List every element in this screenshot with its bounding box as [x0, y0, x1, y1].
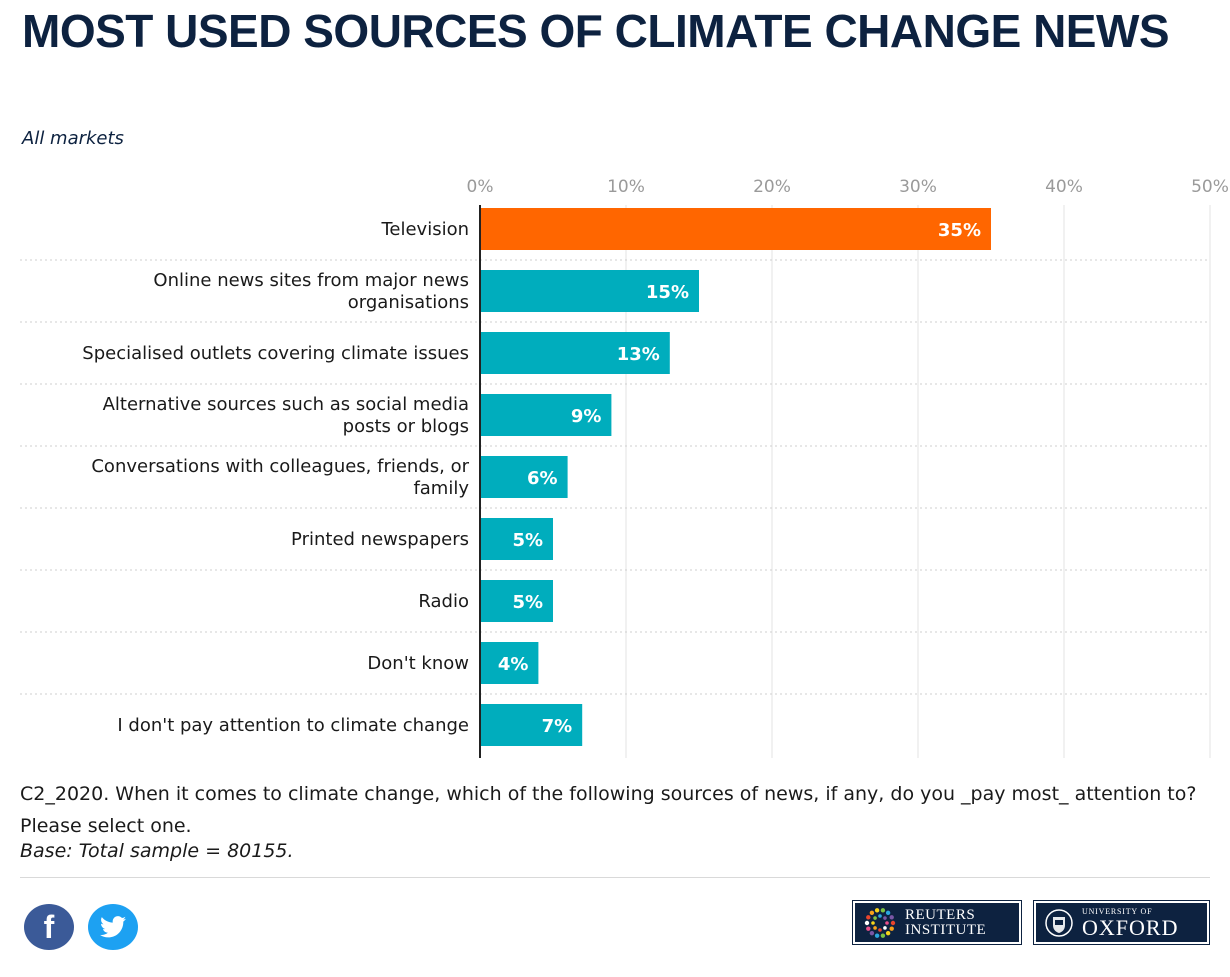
twitter-icon [100, 916, 126, 938]
reuters-logo-dot [890, 920, 896, 925]
reuters-logo-dot [871, 920, 875, 925]
x-tick-label: 0% [467, 177, 494, 197]
category-label: posts or blogs [343, 416, 469, 437]
reuters-logo-dot [869, 930, 875, 935]
bar [480, 642, 539, 684]
bar [480, 456, 568, 498]
category-label: organisations [348, 292, 469, 313]
reuters-logo-dot [889, 914, 894, 920]
reuters-logo-dot [878, 927, 882, 932]
facebook-icon: f [43, 908, 55, 945]
bar [480, 704, 583, 746]
bar-value-label: 13% [617, 344, 660, 365]
bar [480, 394, 612, 436]
reuters-logo-dot [869, 910, 875, 915]
reuters-logo-dot [866, 925, 871, 931]
x-tick-label: 20% [753, 177, 791, 197]
oxford-logo-line-2: OXFORD [1082, 915, 1179, 940]
category-label: Specialised outlets covering climate iss… [82, 343, 469, 364]
reuters-logo-dot [878, 913, 882, 918]
reuters-logo-dot [874, 907, 880, 913]
category-label: Television [380, 219, 469, 240]
bar [480, 518, 553, 560]
bar-value-label: 4% [498, 654, 529, 675]
bar [480, 332, 670, 374]
chart-subtitle: All markets [22, 128, 124, 149]
bar [480, 208, 991, 250]
bar-value-label: 5% [512, 592, 543, 613]
category-label: I don't pay attention to climate change [117, 715, 469, 736]
category-label: Online news sites from major news [153, 270, 469, 291]
facebook-share-button[interactable]: f [24, 904, 74, 950]
reuters-logo-dot [883, 925, 887, 930]
reuters-logo-dot [864, 920, 870, 925]
reuters-logo-dot [880, 907, 886, 913]
x-tick-label: 30% [899, 177, 937, 197]
category-label: Alternative sources such as social media [103, 394, 469, 415]
footer-divider [20, 877, 1210, 878]
reuters-logo-line-1: REUTERS [905, 906, 976, 923]
x-tick-label: 50% [1191, 177, 1229, 197]
twitter-share-button[interactable] [88, 904, 138, 950]
reuters-logo-dot [866, 914, 871, 920]
x-tick-label: 40% [1045, 177, 1083, 197]
bar-value-label: 6% [527, 468, 558, 489]
reuters-logo-dot [885, 910, 891, 915]
bar-value-label: 5% [512, 530, 543, 551]
bar-chart: 0% 10% 20% 30% 40% 50% 35% Television 15% Online … [20, 177, 1229, 758]
reuters-logo-dot [880, 932, 886, 938]
reuters-dots-icon [864, 907, 896, 938]
oxford-crest-icon [1045, 908, 1073, 937]
category-label: family [413, 478, 469, 499]
bar-value-label: 9% [571, 406, 602, 427]
bar-value-label: 7% [542, 716, 573, 737]
survey-question: C2_2020. When it comes to climate change… [20, 783, 1197, 837]
category-label: Printed newspapers [291, 529, 469, 550]
reuters-institute-logo: REUTERS INSTITUTE [852, 900, 1022, 945]
reuters-logo-dot [889, 925, 894, 931]
reuters-logo-dot [885, 930, 891, 935]
bar-value-label: 15% [646, 282, 689, 303]
reuters-logo-dot [873, 915, 877, 920]
university-of-oxford-logo: UNIVERSITY OF OXFORD [1033, 900, 1210, 945]
x-tick-label: 10% [607, 177, 645, 197]
reuters-logo-line-2: INSTITUTE [905, 921, 987, 938]
reuters-logo-dot [873, 925, 877, 930]
reuters-logo-dot [874, 932, 880, 938]
bar [480, 270, 699, 312]
category-label: Conversations with colleagues, friends, … [91, 456, 469, 477]
bar [480, 580, 553, 622]
reuters-logo-dot [883, 915, 887, 920]
category-label: Don't know [367, 653, 469, 674]
chart-title: MOST USED SOURCES OF CLIMATE CHANGE NEWS [22, 5, 1170, 57]
category-label: Radio [418, 591, 469, 612]
bar-value-label: 35% [938, 220, 981, 241]
oxford-logo-line-1: UNIVERSITY OF [1082, 907, 1153, 916]
reuters-logo-dot [885, 920, 889, 925]
sample-base: Base: Total sample = 80155. [20, 840, 294, 862]
